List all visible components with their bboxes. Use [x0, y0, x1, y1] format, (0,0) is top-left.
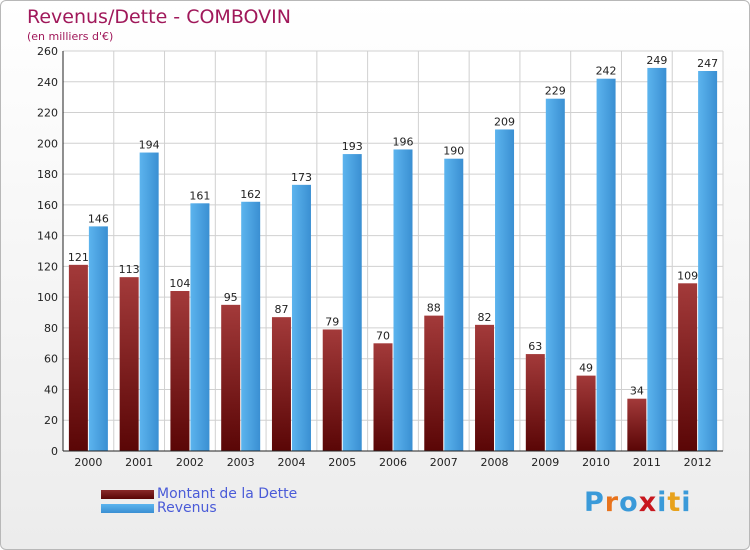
- bar-revenue: [190, 203, 210, 451]
- x-tick-label: 2007: [430, 456, 458, 469]
- legend-label-debt: Montant de la Dette: [157, 486, 298, 502]
- data-label-revenue: 249: [646, 54, 667, 67]
- data-label-revenue: 161: [189, 189, 210, 202]
- y-tick-label: 140: [37, 230, 58, 243]
- y-tick-label: 180: [37, 168, 58, 181]
- bar-debt: [221, 304, 241, 451]
- x-tick-label: 2001: [125, 456, 153, 469]
- logo-letter: r: [604, 487, 620, 518]
- bar-debt: [373, 343, 393, 451]
- y-tick-label: 260: [37, 45, 58, 58]
- data-label-debt: 34: [630, 385, 644, 398]
- data-label-debt: 79: [325, 315, 339, 328]
- logo-letter: i: [657, 487, 668, 518]
- bar-revenue: [444, 158, 464, 451]
- data-label-debt: 95: [224, 291, 238, 304]
- bar-debt: [170, 291, 190, 451]
- chart-title: Revenus/Dette - COMBOVIN: [27, 6, 291, 28]
- x-tick-label: 2012: [684, 456, 712, 469]
- plot-area: [63, 51, 723, 451]
- data-label-revenue: 193: [342, 140, 363, 153]
- legend-swatch-debt: [101, 490, 154, 499]
- bar-debt: [119, 277, 139, 451]
- logo-letter: i: [681, 487, 692, 518]
- data-label-revenue: 209: [494, 115, 515, 128]
- data-label-revenue: 194: [139, 139, 160, 152]
- data-label-debt: 63: [528, 340, 542, 353]
- data-label-revenue: 146: [88, 212, 109, 225]
- data-label-revenue: 242: [596, 65, 617, 78]
- y-tick-label: 240: [37, 76, 58, 89]
- y-tick-label: 80: [44, 322, 58, 335]
- data-label-revenue: 196: [393, 135, 414, 148]
- bar-revenue: [241, 201, 261, 451]
- bar-debt: [68, 264, 88, 451]
- bar-revenue: [88, 226, 108, 451]
- bar-revenue: [495, 129, 515, 451]
- x-tick-label: 2009: [531, 456, 559, 469]
- data-label-debt: 82: [478, 311, 492, 324]
- logo-letter: o: [619, 487, 639, 518]
- data-label-revenue: 247: [697, 57, 718, 70]
- data-label-revenue: 190: [443, 145, 464, 158]
- y-tick-label: 40: [44, 383, 58, 396]
- y-tick-label: 160: [37, 199, 58, 212]
- legend-label-revenue: Revenus: [157, 500, 217, 516]
- data-label-revenue: 162: [240, 188, 261, 201]
- bar-revenue: [139, 152, 159, 452]
- bar-debt: [424, 315, 444, 451]
- data-label-debt: 121: [68, 251, 89, 264]
- data-label-debt: 113: [119, 263, 140, 276]
- y-tick-label: 0: [51, 445, 58, 458]
- data-label-debt: 109: [677, 269, 698, 282]
- bar-revenue: [291, 184, 311, 451]
- logo-letter: t: [667, 487, 682, 518]
- y-tick-label: 100: [37, 291, 58, 304]
- bar-revenue: [342, 154, 362, 452]
- bar-debt: [678, 283, 698, 451]
- bar-revenue: [545, 98, 565, 451]
- x-tick-label: 2008: [481, 456, 509, 469]
- data-label-revenue: 229: [545, 85, 566, 98]
- logo-letter: x: [638, 487, 658, 518]
- x-tick-label: 2010: [582, 456, 610, 469]
- y-tick-label: 120: [37, 260, 58, 273]
- bar-revenue: [698, 71, 718, 451]
- bar-debt: [627, 398, 647, 451]
- y-tick-label: 60: [44, 353, 58, 366]
- bar-debt: [271, 317, 291, 451]
- bar-revenue: [596, 78, 616, 451]
- data-label-debt: 87: [274, 303, 288, 316]
- data-label-debt: 104: [169, 277, 190, 290]
- x-tick-label: 2011: [633, 456, 661, 469]
- bar-debt: [475, 324, 495, 451]
- x-tick-label: 2003: [227, 456, 255, 469]
- bar-revenue: [647, 67, 667, 451]
- proxiti-logo: Proxiti: [584, 487, 692, 518]
- x-tick-label: 2004: [277, 456, 305, 469]
- y-tick-label: 220: [37, 107, 58, 120]
- x-tick-label: 2006: [379, 456, 407, 469]
- data-label-debt: 49: [579, 362, 593, 375]
- chart-subtitle: (en milliers d'€): [27, 30, 114, 43]
- logo-letter: P: [584, 487, 605, 518]
- data-label-debt: 70: [376, 329, 390, 342]
- bar-debt: [322, 329, 342, 451]
- bar-revenue: [393, 149, 413, 451]
- bar-debt: [525, 354, 545, 451]
- x-tick-label: 2002: [176, 456, 204, 469]
- x-tick-label: 2000: [74, 456, 102, 469]
- y-tick-label: 200: [37, 137, 58, 150]
- legend-swatch-revenue: [101, 504, 154, 513]
- data-label-debt: 88: [427, 302, 441, 315]
- x-tick-label: 2005: [328, 456, 356, 469]
- y-tick-label: 20: [44, 414, 58, 427]
- data-label-revenue: 173: [291, 171, 312, 184]
- bar-debt: [576, 375, 596, 451]
